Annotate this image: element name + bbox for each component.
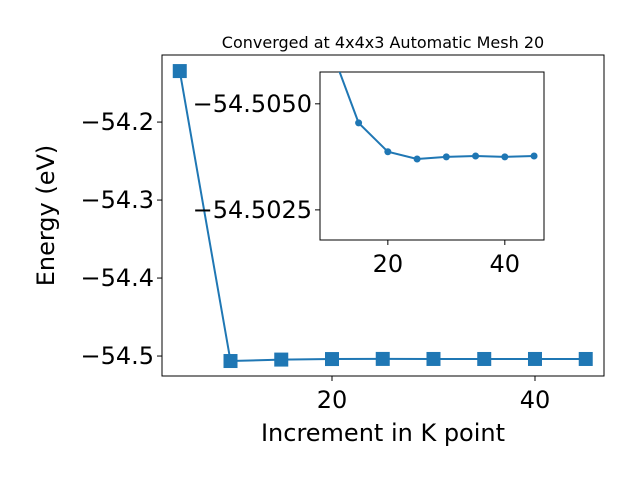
marker	[413, 155, 421, 163]
y-axis-label: Energy (eV)	[32, 145, 60, 287]
marker	[501, 153, 509, 161]
y-tick-label: −54.2	[80, 108, 154, 136]
y-tick-label: −54.5	[80, 342, 154, 370]
marker	[223, 354, 238, 369]
y-tick-label: −54.4	[80, 264, 154, 292]
y-tick-label: −54.5050	[193, 90, 312, 118]
x-axis-label: Increment in K point	[261, 419, 505, 447]
x-tick-label: 40	[520, 386, 551, 414]
marker	[375, 351, 390, 366]
x-tick-label: 20	[373, 250, 404, 278]
marker	[325, 352, 339, 367]
series-group	[338, 72, 538, 163]
x-tick-label: 20	[317, 386, 348, 414]
marker	[442, 153, 450, 161]
x-tick-label: 40	[490, 250, 521, 278]
marker	[472, 152, 480, 160]
series-line	[338, 72, 535, 160]
marker	[355, 119, 363, 127]
marker	[274, 352, 289, 367]
series-group	[172, 64, 593, 369]
marker	[172, 64, 187, 79]
marker	[426, 351, 441, 366]
marker	[527, 351, 542, 366]
chart-title: Converged at 4x4x3 Automatic Mesh 20	[222, 33, 544, 52]
marker	[530, 152, 538, 160]
marker	[578, 351, 593, 366]
y-tick-label: −54.3	[80, 186, 154, 214]
y-tick-label: −54.5025	[193, 196, 312, 224]
marker	[477, 351, 492, 366]
marker	[384, 148, 392, 156]
